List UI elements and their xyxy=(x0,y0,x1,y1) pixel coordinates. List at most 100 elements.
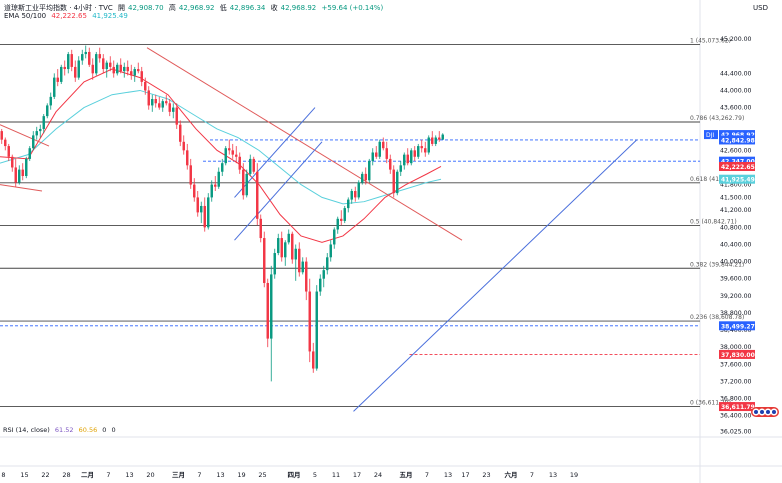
rsi-title: RSI (14, close) xyxy=(3,426,50,434)
time-tick-label: 5 xyxy=(313,471,317,479)
price-tag-bg xyxy=(719,130,755,140)
candles xyxy=(0,45,444,382)
candle-body xyxy=(119,64,122,72)
low-label: 低 xyxy=(219,4,227,12)
price-tag-value: 37,830.00 xyxy=(721,352,755,359)
time-tick-label: 三月 xyxy=(172,471,185,479)
candle-body xyxy=(389,158,392,170)
candle-body xyxy=(105,62,108,70)
candle-body xyxy=(74,66,77,78)
candle-body xyxy=(333,229,336,245)
time-tick-label: 24 xyxy=(374,471,382,479)
candle-body xyxy=(28,148,31,159)
candle-body xyxy=(165,101,168,104)
symbol-tag-bg xyxy=(704,130,718,140)
close-label: 收 xyxy=(270,4,278,12)
price-tick-label: 43,600.00 xyxy=(720,105,752,112)
candle-body xyxy=(231,150,234,155)
candle-body xyxy=(154,99,157,104)
price-tick-label: 40,800.00 xyxy=(720,224,752,231)
price-tag-value: 38,499.27 xyxy=(721,323,755,330)
candle-body xyxy=(308,291,311,352)
candle-body xyxy=(63,66,66,70)
candle-body xyxy=(378,141,381,157)
candle-body xyxy=(368,161,371,181)
high-label: 高 xyxy=(168,4,176,12)
currency-label[interactable]: USD xyxy=(753,4,768,12)
candle-body xyxy=(410,150,413,164)
candle-body xyxy=(175,107,178,125)
fib-label: 1 (45,073.62) xyxy=(690,38,731,45)
price-tick-label: 44,000.00 xyxy=(720,87,752,94)
price-tick-label: 39,200.00 xyxy=(720,293,752,300)
time-tick-label: 五月 xyxy=(400,471,413,479)
candle-body xyxy=(186,150,189,166)
change-value: +59.64 (+0.14%) xyxy=(321,4,384,12)
candle-body xyxy=(273,253,276,275)
candle-body xyxy=(46,105,49,117)
candle-body xyxy=(151,99,154,106)
candle-body xyxy=(221,163,224,172)
trendline-main-uptrend xyxy=(353,139,638,412)
candle-body xyxy=(326,257,329,271)
rsi-legend[interactable]: RSI (14, close) 61.52 60.56 0 0 xyxy=(3,426,119,434)
candle-body xyxy=(441,134,444,140)
price-tick-label: 41,500.00 xyxy=(720,194,752,201)
time-tick-label: 17 xyxy=(353,471,361,479)
time-tick-label: 28 xyxy=(62,471,70,479)
fib-label: 0.236 (38,608.78) xyxy=(690,314,744,321)
candle-body xyxy=(109,62,112,67)
candle-body xyxy=(144,81,147,91)
candle-body xyxy=(406,154,409,164)
candle-body xyxy=(371,152,374,162)
dashed-price-lines xyxy=(0,139,700,355)
candle-body xyxy=(217,171,220,187)
candle-body xyxy=(336,218,339,230)
time-tick-label: 22 xyxy=(41,471,49,479)
candle-body xyxy=(291,233,294,260)
candle-body xyxy=(70,54,73,67)
candle-body xyxy=(249,158,252,174)
price-tick-label: 39,600.00 xyxy=(720,276,752,283)
candle-body xyxy=(228,148,231,151)
candle-body xyxy=(315,291,318,369)
candle-body xyxy=(340,218,343,221)
candle-body xyxy=(98,54,101,59)
candle-body xyxy=(147,90,150,106)
candle-body xyxy=(168,103,171,112)
candle-body xyxy=(301,261,304,273)
candle-body xyxy=(200,205,203,213)
candle-body xyxy=(413,150,416,157)
flag-icon[interactable] xyxy=(751,407,779,417)
price-tick-label: 38,400.00 xyxy=(720,327,752,334)
candle-body xyxy=(305,261,308,292)
candle-body xyxy=(434,137,437,144)
candle-body xyxy=(126,66,129,72)
ema-header[interactable]: EMA 50/100 42,222.65 41,925.49 xyxy=(4,12,131,20)
candle-body xyxy=(203,205,206,228)
price-tick-label: 44,400.00 xyxy=(720,70,752,77)
open-value: 42,908.70 xyxy=(128,4,164,12)
candle-body xyxy=(224,148,227,164)
time-tick-label: 15 xyxy=(20,471,28,479)
candle-body xyxy=(81,54,84,61)
candle-body xyxy=(25,158,28,177)
fib-label: 0.786 (43,262.79) xyxy=(690,115,744,122)
price-tick-label: 45,200.00 xyxy=(720,36,752,43)
ema100-line xyxy=(0,89,442,205)
candle-body xyxy=(35,131,38,136)
candle-body xyxy=(245,173,248,196)
low-value: 42,896.34 xyxy=(229,4,266,12)
candle-body xyxy=(11,156,14,168)
candle-body xyxy=(42,116,45,129)
candle-body xyxy=(18,169,21,183)
symbol-header: 道琼斯工业平均指数 · 4小时 · TVC 開 42,908.70 高 42,968… xyxy=(4,3,386,13)
price-tag-bg xyxy=(719,161,755,171)
candle-body xyxy=(266,282,269,339)
candle-body xyxy=(319,278,322,292)
candle-body xyxy=(438,137,441,140)
candle-body xyxy=(123,66,126,72)
candle-body xyxy=(420,146,423,149)
